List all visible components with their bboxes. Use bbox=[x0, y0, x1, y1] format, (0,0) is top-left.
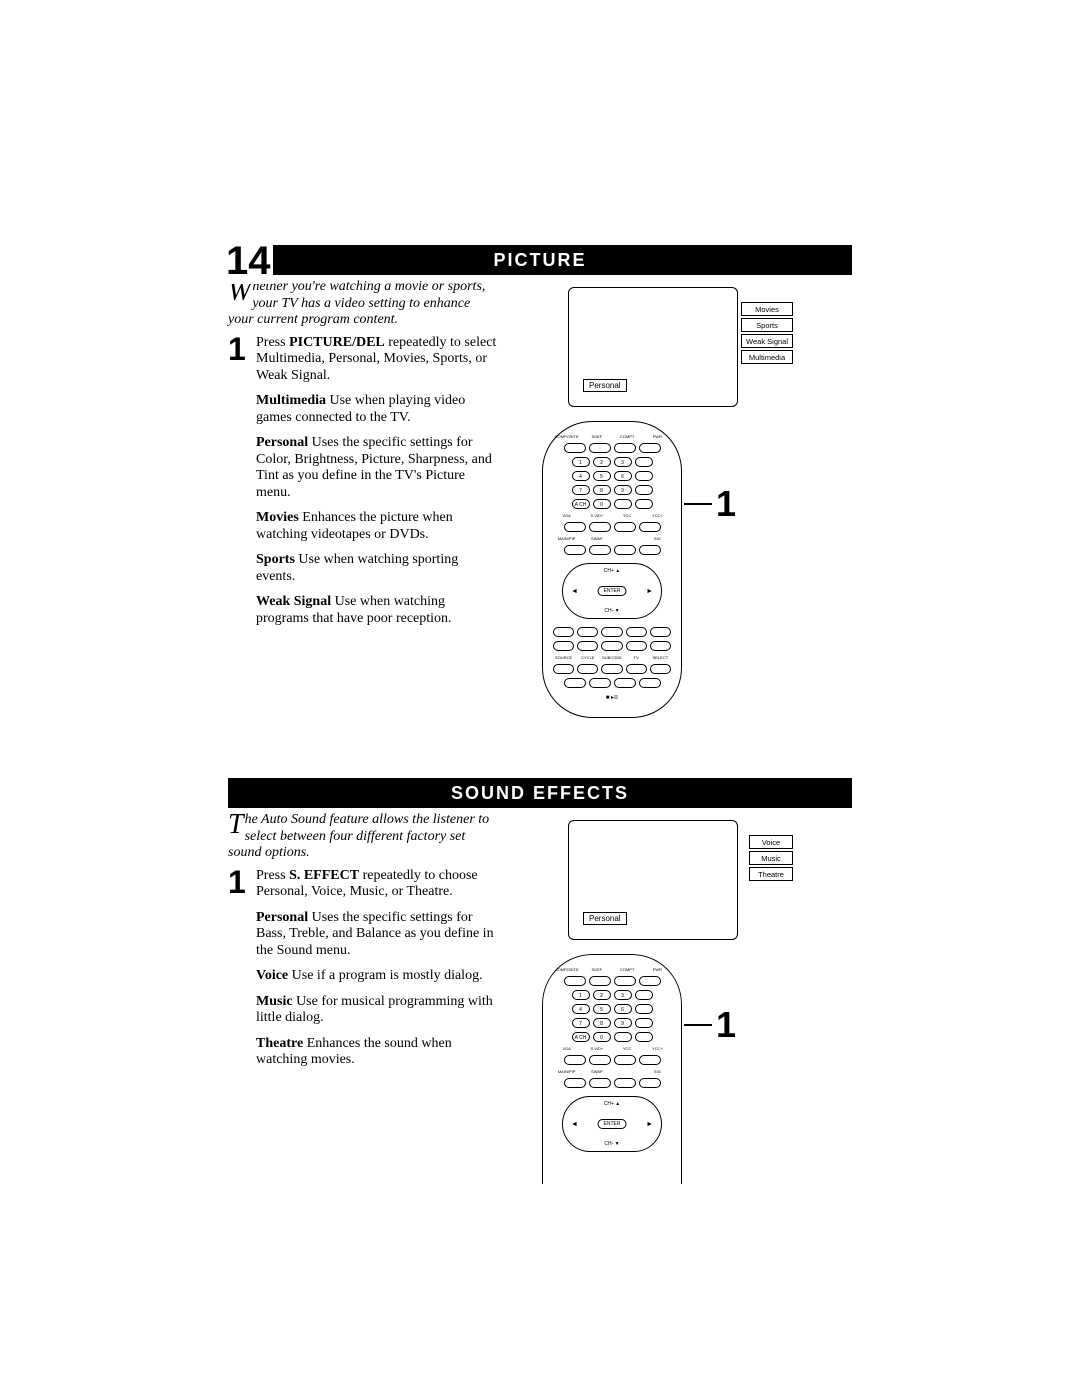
tv-illustration-2: Personal Voice Music Theatre bbox=[568, 820, 738, 940]
page-number: 14 bbox=[224, 239, 273, 284]
sound-illus: Personal Voice Music Theatre COMPOSITESD… bbox=[518, 812, 852, 1184]
sound-step-body: Press S. EFFECT repeatedly to choose Per… bbox=[256, 868, 498, 1078]
nav-pad: CH+ ▲ ◄ ENTER ► CH- ▼ bbox=[562, 563, 662, 619]
option-item: Multimedia bbox=[741, 350, 793, 364]
sound-step-1: 1 Press S. EFFECT repeatedly to choose P… bbox=[228, 868, 498, 1078]
option-item: Voice bbox=[749, 835, 793, 849]
callout-line-2 bbox=[684, 1024, 712, 1026]
picture-text-col: Whether you're watching a movie or sport… bbox=[228, 279, 498, 718]
picture-intro: Whether you're watching a movie or sport… bbox=[228, 279, 498, 329]
option-item: Music bbox=[749, 851, 793, 865]
sound-text-col: The Auto Sound feature allows the listen… bbox=[228, 812, 498, 1184]
nav-pad-2: CH+ ▲ ◄ ENTER ► CH- ▼ bbox=[562, 1096, 662, 1152]
callout-line bbox=[684, 503, 712, 505]
picture-step-body: Press PICTURE/DEL repeatedly to select M… bbox=[256, 335, 498, 637]
remote-illustration-2: COMPOSITESDEFCOMPTPWR 123 456 789 A CH0 … bbox=[542, 954, 852, 1184]
heading-picture: PICTURE bbox=[228, 245, 852, 275]
picture-two-col: Whether you're watching a movie or sport… bbox=[228, 279, 852, 718]
heading-sound: SOUND EFFECTS bbox=[228, 778, 852, 808]
picture-option-stack: Movies Sports Weak Signal Multimedia bbox=[741, 302, 793, 364]
callout-number-2: 1 bbox=[716, 1004, 736, 1046]
option-item: Sports bbox=[741, 318, 793, 332]
option-item: Movies bbox=[741, 302, 793, 316]
sound-two-col: The Auto Sound feature allows the listen… bbox=[228, 812, 852, 1184]
option-item: Weak Signal bbox=[741, 334, 793, 348]
remote-body-2: COMPOSITESDEFCOMPTPWR 123 456 789 A CH0 … bbox=[542, 954, 682, 1184]
sound-intro: The Auto Sound feature allows the listen… bbox=[228, 812, 498, 862]
picture-illus: Personal Movies Sports Weak Signal Multi… bbox=[518, 279, 852, 718]
tv-illustration: Personal Movies Sports Weak Signal Multi… bbox=[568, 287, 738, 407]
remote-body: COMPOSITESDEFCOMPTPWR 123 456 789 A CH0 … bbox=[542, 421, 682, 718]
callout-number: 1 bbox=[716, 483, 736, 525]
picture-step-1: 1 Press PICTURE/DEL repeatedly to select… bbox=[228, 335, 498, 637]
tv-current-label: Personal bbox=[583, 379, 627, 392]
tv-current-label-2: Personal bbox=[583, 912, 627, 925]
option-item: Theatre bbox=[749, 867, 793, 881]
remote-illustration-1: COMPOSITESDEFCOMPTPWR 123 456 789 A CH0 … bbox=[542, 421, 852, 718]
manual-page: 14 PICTURE Whether you're watching a mov… bbox=[228, 245, 852, 1184]
sound-option-stack: Voice Music Theatre bbox=[749, 835, 793, 881]
